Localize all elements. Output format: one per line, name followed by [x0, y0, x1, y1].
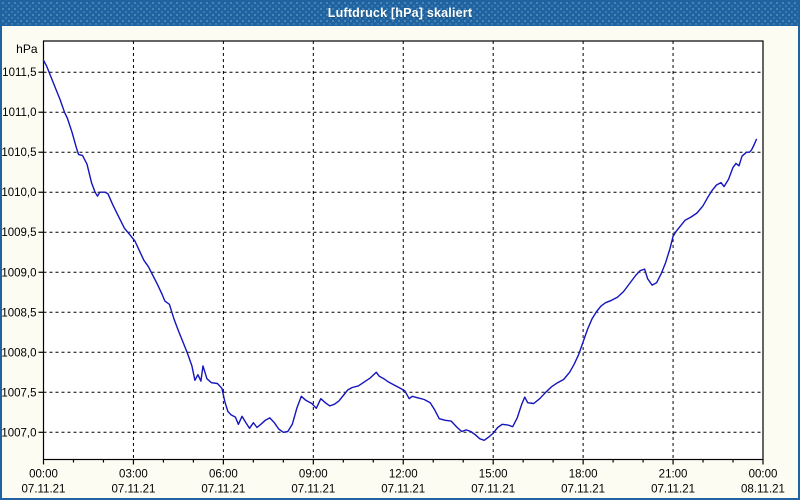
y-tick-label: 1011,5 [2, 67, 36, 79]
y-tick-label: 1009,0 [2, 267, 37, 279]
x-tick-time-label: 15:00 [479, 469, 508, 481]
y-tick-label: 1007,0 [2, 427, 37, 439]
x-tick-date-label: 07.11.21 [561, 484, 605, 496]
x-tick-time-label: 06:00 [209, 469, 238, 481]
y-tick-label: 1008,5 [2, 307, 37, 319]
x-tick-time-label: 18:00 [569, 469, 598, 481]
y-tick-label: 1009,5 [2, 227, 37, 239]
axis-labels: 1011,5 1011,0 1010,5 1010,0 1009,5 1009,0 1008… [2, 67, 785, 495]
y-tick-label: 1010,0 [2, 187, 37, 199]
axis-ticks [38, 71, 764, 465]
x-tick-time-label: 00:00 [29, 469, 58, 481]
x-tick-time-label: 09:00 [299, 469, 328, 481]
x-tick-time-label: 03:00 [119, 469, 148, 481]
pressure-series-line [42, 59, 758, 441]
y-tick-label: 1008,0 [2, 347, 37, 359]
x-tick-time-label: 12:00 [389, 469, 418, 481]
y-tick-label: 1010,5 [2, 147, 37, 159]
y-tick-label: 1007,5 [2, 387, 37, 399]
window-titlebar[interactable]: Luftdruck [hPa] skaliert [2, 2, 798, 26]
x-tick-date-label: 07.11.21 [471, 484, 515, 496]
y-tick-label: 1011,0 [2, 107, 36, 119]
x-tick-date-label: 07.11.21 [22, 484, 66, 496]
y-axis-unit-label: hPa [16, 42, 38, 56]
x-tick-date-label: 07.11.21 [651, 484, 695, 496]
window-title: Luftdruck [hPa] skaliert [327, 6, 473, 20]
x-tick-date-label: 07.11.21 [381, 484, 425, 496]
x-tick-date-label: 07.11.21 [291, 484, 335, 496]
x-tick-time-label: 21:00 [659, 469, 688, 481]
chart-area: 1011,5 1011,0 1010,5 1010,0 1009,5 1009,0 1008… [2, 26, 798, 498]
x-tick-date-label: 07.11.21 [111, 484, 155, 496]
x-tick-date-label: 07.11.21 [201, 484, 245, 496]
x-tick-date-label: 08.11.21 [741, 484, 785, 496]
x-tick-time-label: 00:00 [749, 469, 778, 481]
pressure-line-chart: 1011,5 1011,0 1010,5 1010,0 1009,5 1009,0 1008… [2, 40, 785, 496]
